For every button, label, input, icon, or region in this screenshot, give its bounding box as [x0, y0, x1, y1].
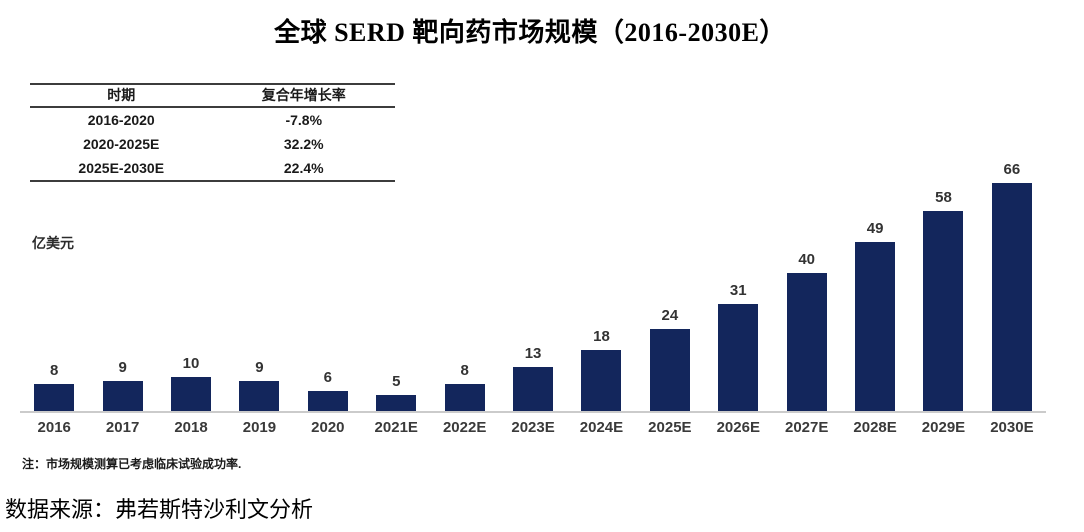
bar-value-label: 31	[729, 282, 747, 299]
bar	[513, 367, 554, 412]
x-axis-label: 2022E	[442, 419, 487, 436]
x-axis-label: 2018	[174, 419, 208, 436]
cagr-table-header-row: 时期 复合年增长率	[30, 85, 395, 108]
bar-column: 6	[294, 369, 362, 412]
bar-column: 5	[362, 373, 430, 412]
bar	[34, 384, 75, 412]
bar	[376, 395, 417, 412]
cagr-table-header-period: 时期	[107, 87, 136, 103]
x-axis-label: 2020	[311, 419, 345, 436]
cagr-table-row: 2020-2025E 32.2%	[30, 132, 395, 156]
bar	[991, 183, 1032, 412]
bar-column: 9	[225, 359, 293, 412]
bar	[171, 377, 212, 412]
bar	[718, 304, 759, 412]
x-axis-label: 2030E	[990, 419, 1034, 436]
x-axis-label: 2023E	[511, 419, 555, 436]
bar-value-label: 40	[798, 251, 816, 268]
footnote: 注：市场规模测算已考虑临床试验成功率.	[22, 457, 242, 471]
data-source: 数据来源：弗若斯特沙利文分析	[5, 497, 314, 522]
bar-value-label: 5	[392, 373, 401, 390]
bar	[307, 391, 348, 412]
x-axis-label: 2021E	[374, 419, 418, 436]
bar-value-label: 58	[935, 189, 952, 206]
x-axis-label: 2017	[105, 419, 140, 436]
bar-value-label: 13	[524, 345, 542, 362]
bar-value-label: 10	[182, 355, 200, 372]
bar-value-label: 24	[661, 307, 679, 324]
bar	[786, 273, 827, 412]
bar	[581, 350, 622, 412]
cagr-value-cell: -7.8%	[285, 112, 323, 128]
bar-value-label: 66	[1003, 161, 1021, 178]
x-labels-row: 2016 2017 2018 2019 2020 2021E 2022E 2023E 2024E…	[20, 419, 1046, 436]
bar-column: 8	[430, 362, 498, 412]
x-axis-label: 2016	[37, 419, 71, 436]
bar	[239, 381, 280, 412]
x-axis-line	[20, 411, 1046, 413]
bar-column: 10	[157, 355, 225, 412]
x-axis-label: 2019	[242, 419, 277, 436]
chart-title: 全球 SERD 靶向药市场规模（2016-2030E）	[274, 18, 786, 47]
bar-column: 31	[704, 282, 772, 412]
x-axis-label: 2028E	[853, 419, 897, 436]
bar-column: 66	[978, 161, 1046, 412]
bar-value-label: 8	[50, 362, 59, 379]
bar	[855, 242, 896, 412]
bar-column: 18	[567, 328, 635, 412]
x-axis-label: 2026E	[716, 419, 760, 436]
bars-row: 8 9 10 9 6 5 8 13 18 24 31 40 49 58 66	[20, 150, 1046, 412]
bar	[923, 211, 964, 412]
bar-column: 13	[499, 345, 567, 412]
y-axis-unit-label: 亿美元	[32, 235, 74, 251]
bar-column: 8	[20, 362, 88, 412]
bar	[102, 381, 143, 412]
bar-column: 9	[88, 359, 156, 412]
cagr-table: 时期 复合年增长率 2016-2020 -7.8% 2020-2025E 32.…	[30, 83, 395, 182]
cagr-period-cell: 2025E-2030E	[78, 160, 165, 176]
cagr-value-cell: 22.4%	[283, 160, 324, 176]
cagr-table-row: 2016-2020 -7.8%	[30, 108, 395, 132]
bar-value-label: 9	[255, 359, 264, 376]
cagr-period-cell: 2020-2025E	[83, 136, 160, 152]
bar-value-label: 18	[593, 328, 610, 345]
cagr-period-cell: 2016-2020	[87, 112, 155, 128]
x-axis-label: 2029E	[921, 419, 966, 436]
x-axis-label: 2024E	[579, 419, 624, 436]
bar-value-label: 8	[460, 362, 469, 379]
x-axis-label: 2025E	[648, 419, 692, 436]
cagr-table-header-cagr: 复合年增长率	[261, 87, 346, 103]
cagr-table-row: 2025E-2030E 22.4%	[30, 156, 395, 180]
bar-column: 49	[841, 220, 909, 412]
bar-value-label: 9	[118, 359, 127, 376]
bar-column: 58	[909, 189, 977, 412]
x-axis-label: 2027E	[784, 419, 829, 436]
bar-value-label: 49	[866, 220, 884, 237]
cagr-value-cell: 32.2%	[283, 136, 324, 152]
bar	[444, 384, 485, 412]
bar-column: 24	[636, 307, 704, 412]
bar	[649, 329, 690, 412]
bar-value-label: 6	[323, 369, 332, 386]
bar-column: 40	[772, 251, 840, 412]
